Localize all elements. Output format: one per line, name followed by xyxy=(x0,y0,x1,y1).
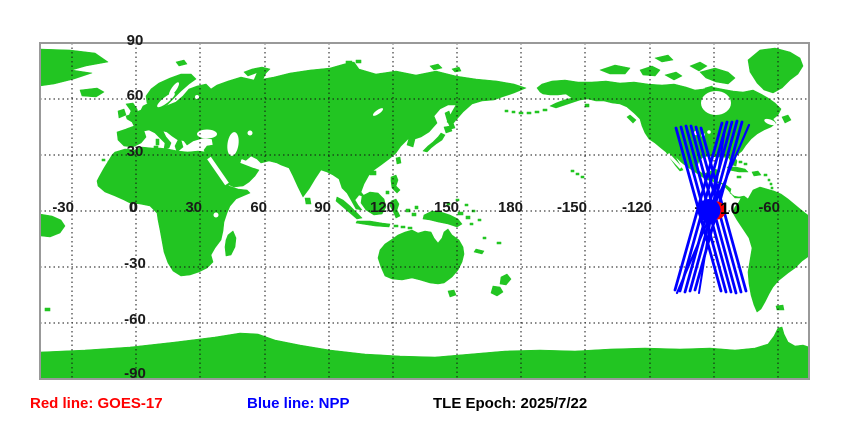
land-philippines xyxy=(390,174,401,194)
land-japan xyxy=(422,132,446,153)
black-sea xyxy=(197,129,217,139)
legend-goes17: Red line: GOES-17 xyxy=(30,395,163,412)
aral-sea xyxy=(247,130,253,136)
satellite-marker-label: 10 xyxy=(720,199,741,218)
land-greenland-east xyxy=(39,48,109,87)
lat-tick: 90 xyxy=(127,32,144,49)
lat-tick: 60 xyxy=(127,87,144,104)
land-hokkaido xyxy=(443,125,453,134)
grid-layer xyxy=(40,43,809,379)
lon-tick: 60 xyxy=(250,199,267,216)
land-australia xyxy=(377,228,465,285)
land-americas xyxy=(536,79,810,313)
land-sakhalin xyxy=(444,110,456,130)
lake-baikal xyxy=(372,108,384,116)
land-sri-lanka xyxy=(304,197,312,205)
lon-tick: -120 xyxy=(622,199,652,216)
lake-victoria xyxy=(213,212,219,218)
land-greenland-west xyxy=(747,47,804,94)
land-nz-south xyxy=(490,285,504,297)
land-novaya-zemlya xyxy=(243,66,271,77)
land-new-caledonia xyxy=(473,248,485,255)
legend-npp: Blue line: NPP xyxy=(247,395,350,412)
land-baffin xyxy=(699,67,736,85)
lon-tick: 30 xyxy=(185,199,202,216)
gulf-st-lawrence xyxy=(764,118,776,126)
land-newfoundland xyxy=(781,114,792,124)
land-hispaniola xyxy=(751,170,762,177)
land-java xyxy=(355,220,391,228)
lon-tick: -30 xyxy=(52,199,74,216)
map-border xyxy=(39,42,810,380)
lon-tick: -60 xyxy=(758,199,780,216)
lon-tick: 150 xyxy=(434,199,459,216)
lon-tick: 0 xyxy=(130,199,138,216)
land-ireland xyxy=(117,108,127,119)
land-vancouver-island xyxy=(626,114,637,124)
land-borneo xyxy=(360,191,387,216)
lat-tick-labels: 90 60 30 0 -30 -60 -90 xyxy=(124,32,146,382)
legend-tle-epoch: TLE Epoch: 2025/7/22 xyxy=(433,395,588,412)
red-sea xyxy=(207,156,229,186)
lat-tick: -90 xyxy=(124,365,146,382)
land-tierra-del-fuego xyxy=(775,304,785,311)
baltic-sea xyxy=(157,92,175,108)
land-iceland xyxy=(79,87,105,98)
lat-tick: -60 xyxy=(124,311,146,328)
land-antarctica xyxy=(39,326,810,380)
persian-gulf xyxy=(240,159,255,168)
lon-tick: -150 xyxy=(557,199,587,216)
land-svalbard xyxy=(175,59,188,67)
water-layer xyxy=(157,82,776,218)
land-nz-north xyxy=(499,273,512,286)
lon-tick: 180 xyxy=(498,199,523,216)
land-sumatra xyxy=(335,196,363,220)
land-sulawesi xyxy=(389,198,401,219)
lon-tick: 120 xyxy=(370,199,395,216)
gulf-of-california xyxy=(666,152,683,170)
caspian-sea xyxy=(227,132,239,156)
lat-tick: 30 xyxy=(127,143,144,160)
land-brazil-wrap xyxy=(39,213,66,238)
hudson-bay xyxy=(701,91,731,115)
lat-tick: 0 xyxy=(129,199,137,216)
npp-position-dot xyxy=(697,199,721,222)
land-great-britain xyxy=(125,102,140,122)
land-tasmania xyxy=(447,289,457,298)
lat-tick: -30 xyxy=(124,255,146,272)
gulf-of-bothnia xyxy=(168,82,180,96)
land-new-guinea xyxy=(422,210,463,228)
land-africa xyxy=(96,146,251,277)
land-madagascar xyxy=(224,230,237,257)
lon-tick: 90 xyxy=(314,199,331,216)
